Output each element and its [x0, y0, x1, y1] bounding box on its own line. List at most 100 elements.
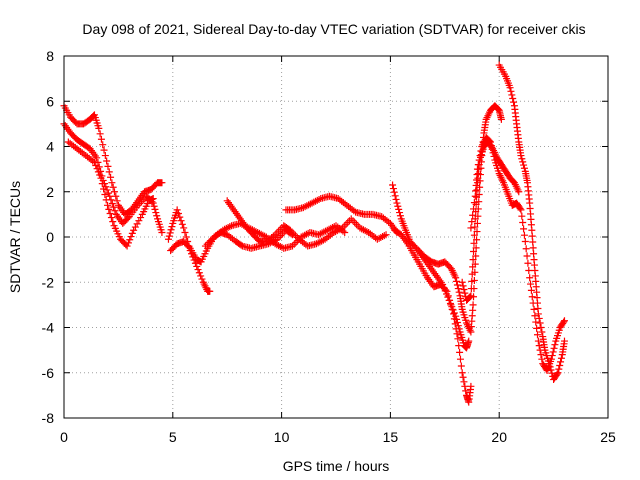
data-point-marker	[128, 229, 136, 237]
data-point-marker	[462, 387, 470, 395]
series-satellite-track-l	[458, 138, 523, 304]
y-tick-label: -4	[42, 320, 55, 336]
data-point-marker	[165, 232, 173, 240]
y-tick-label: 8	[46, 48, 54, 64]
data-point-marker	[149, 195, 157, 203]
data-point-marker	[101, 190, 109, 198]
data-point-marker	[97, 174, 105, 182]
data-point-marker	[516, 204, 524, 212]
y-tick-label: 0	[46, 229, 54, 245]
data-point-marker	[553, 370, 561, 378]
data-point-marker	[349, 217, 357, 225]
data-point-marker	[396, 209, 404, 217]
series-satellite-track-h	[282, 192, 401, 236]
data-point-marker	[344, 219, 352, 227]
data-point-marker	[453, 277, 461, 285]
data-point-marker	[490, 152, 498, 160]
data-point-marker	[456, 355, 464, 363]
data-point-marker	[461, 382, 469, 390]
data-point-marker	[450, 309, 458, 317]
data-point-marker	[450, 310, 458, 318]
data-point-marker	[517, 206, 525, 214]
data-point-marker	[527, 280, 535, 288]
data-point-marker	[550, 344, 558, 352]
data-point-marker	[100, 146, 108, 154]
series-satellite-track-m	[467, 133, 568, 374]
data-point-marker	[181, 228, 189, 236]
data-point-marker	[467, 382, 475, 390]
data-point-marker	[470, 199, 478, 207]
data-point-marker	[389, 181, 397, 189]
data-point-marker	[515, 188, 523, 196]
y-tick-label: -8	[42, 410, 55, 426]
data-point-marker	[473, 186, 481, 194]
data-point-marker	[176, 213, 184, 221]
data-point-marker	[109, 218, 117, 226]
data-point-marker	[107, 173, 115, 181]
data-point-marker	[486, 137, 494, 145]
axis-layer: 0 5 10 15 20 25 -8 -6 -4 -2 0 2 4 6 8	[42, 48, 616, 445]
data-point-marker	[92, 162, 100, 170]
data-point-marker	[473, 219, 481, 227]
data-point-marker	[395, 205, 403, 213]
data-point-marker	[520, 161, 528, 169]
data-point-marker	[90, 158, 98, 166]
data-point-marker	[110, 188, 118, 196]
data-point-marker	[533, 324, 541, 332]
data-point-marker	[529, 244, 537, 252]
data-point-marker	[473, 236, 481, 244]
data-point-marker	[528, 293, 536, 301]
data-point-marker	[522, 245, 530, 253]
data-point-marker	[470, 205, 478, 213]
data-point-marker	[455, 342, 463, 350]
data-point-marker	[554, 369, 562, 377]
data-point-marker	[177, 217, 185, 225]
data-point-marker	[107, 214, 115, 222]
data-point-marker	[164, 235, 172, 243]
data-point-marker	[497, 115, 505, 123]
data-point-marker	[560, 337, 568, 345]
data-point-marker	[108, 200, 116, 208]
data-point-marker	[472, 252, 480, 260]
data-point-marker	[104, 201, 112, 209]
x-tick-label: 25	[600, 429, 616, 445]
data-point-marker	[393, 199, 401, 207]
series-satellite-track-b	[60, 120, 166, 236]
data-point-marker	[560, 318, 568, 326]
data-point-marker	[556, 362, 564, 370]
data-point-marker	[130, 226, 138, 234]
grid-layer	[64, 56, 608, 418]
data-point-marker	[547, 366, 555, 374]
data-point-marker	[454, 335, 462, 343]
data-point-marker	[112, 192, 120, 200]
data-point-marker	[469, 211, 477, 219]
data-point-marker	[476, 152, 484, 160]
data-point-marker	[158, 228, 166, 236]
data-point-marker	[451, 320, 459, 328]
data-point-marker	[389, 185, 397, 193]
x-tick-label: 15	[383, 429, 399, 445]
x-tick-label: 5	[169, 429, 177, 445]
data-point-marker	[458, 278, 466, 286]
series-satellite-track-c	[64, 138, 157, 250]
data-point-marker	[392, 195, 400, 203]
data-point-marker	[470, 247, 478, 255]
data-point-marker	[454, 285, 462, 293]
data-point-marker	[195, 269, 203, 277]
data-point-marker	[352, 220, 360, 228]
data-point-marker	[521, 238, 529, 246]
data-point-marker	[110, 203, 118, 211]
y-axis-label: SDTVAR / TECUs	[7, 181, 23, 293]
data-point-marker	[123, 242, 131, 250]
data-point-marker	[518, 155, 526, 163]
data-point-marker	[450, 315, 458, 323]
data-point-marker	[489, 149, 497, 157]
data-point-marker	[288, 242, 296, 250]
data-point-marker	[466, 293, 474, 301]
data-point-marker	[467, 285, 475, 293]
data-point-marker	[471, 223, 479, 231]
data-point-marker	[168, 223, 176, 231]
data-point-marker	[394, 202, 402, 210]
data-point-marker	[535, 342, 543, 350]
data-point-marker	[104, 189, 112, 197]
